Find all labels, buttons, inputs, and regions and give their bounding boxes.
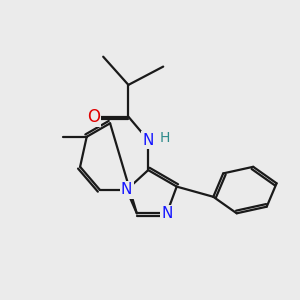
Text: O: O: [87, 108, 100, 126]
Text: N: N: [142, 133, 154, 148]
Text: H: H: [160, 131, 170, 145]
Text: N: N: [161, 206, 172, 221]
Text: N: N: [121, 182, 132, 197]
